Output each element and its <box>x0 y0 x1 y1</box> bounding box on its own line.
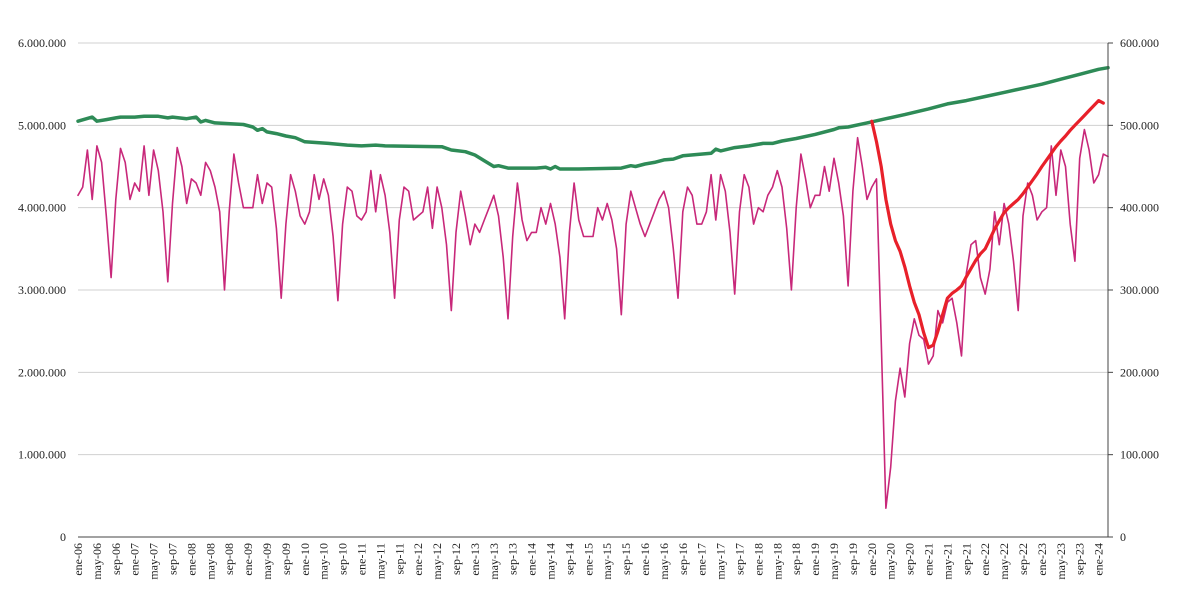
left-tick-label: 6.000.000 <box>18 36 66 50</box>
series-line-2 <box>77 128 1109 509</box>
x-tick-label: sep-16 <box>676 543 690 575</box>
x-tick-label: ene-13 <box>468 543 482 576</box>
x-tick-label: sep-08 <box>222 543 236 575</box>
x-tick-label: sep-12 <box>449 543 463 575</box>
x-tick-label: may-17 <box>714 543 728 580</box>
x-tick-label: may-18 <box>770 543 784 580</box>
right-tick-label: 500.000 <box>1120 118 1159 132</box>
x-tick-label: sep-14 <box>562 543 576 575</box>
series-line-3 <box>870 99 1105 350</box>
x-tick-label: ene-15 <box>581 543 595 576</box>
x-tick-label: ene-12 <box>411 543 425 576</box>
x-tick-label: may-20 <box>884 543 898 580</box>
x-tick-label: sep-22 <box>1016 543 1030 575</box>
x-tick-label: sep-06 <box>109 543 123 575</box>
x-tick-label: sep-07 <box>165 543 179 575</box>
left-tick-label: 4.000.000 <box>18 201 66 215</box>
x-tick-label: ene-23 <box>1035 543 1049 576</box>
x-tick-label: sep-23 <box>1073 543 1087 575</box>
x-tick-label: ene-19 <box>808 543 822 576</box>
x-tick-label: may-08 <box>203 543 217 580</box>
left-axis-ticks: 0 1.000.000 2.000.000 3.000.000 4.000.000 5.0… <box>18 36 66 544</box>
x-tick-label: sep-15 <box>619 543 633 575</box>
x-tick-label: sep-19 <box>846 543 860 575</box>
right-tick-label: 400.000 <box>1120 201 1159 215</box>
right-tick-label: 600.000 <box>1120 36 1159 50</box>
x-tick-label: may-23 <box>1054 543 1068 580</box>
x-tick-label: may-22 <box>997 543 1011 580</box>
x-tick-label: may-14 <box>543 543 557 580</box>
x-tick-label: may-12 <box>430 543 444 580</box>
x-tick-label: sep-17 <box>732 543 746 575</box>
x-tick-label: may-15 <box>600 543 614 580</box>
x-tick-label: sep-11 <box>392 543 406 575</box>
x-tick-label: ene-09 <box>241 543 255 576</box>
x-tick-label: may-21 <box>940 543 954 580</box>
x-tick-label: may-09 <box>260 543 274 580</box>
x-tick-label: sep-18 <box>789 543 803 575</box>
right-axis-ticks: 0 100.000 200.000 300.000 400.000 500.000 600.… <box>1108 36 1159 544</box>
x-tick-label: may-07 <box>147 543 161 580</box>
left-tick-label: 2.000.000 <box>18 365 66 379</box>
x-tick-label: sep-10 <box>336 543 350 575</box>
left-tick-label: 1.000.000 <box>18 448 66 462</box>
x-tick-label: ene-17 <box>695 543 709 576</box>
x-tick-label: may-11 <box>373 543 387 579</box>
right-tick-label: 100.000 <box>1120 448 1159 462</box>
x-tick-label: ene-07 <box>128 543 142 576</box>
right-tick-label: 0 <box>1120 530 1126 544</box>
x-tick-label: ene-06 <box>71 543 85 576</box>
series-line-1 <box>76 65 1110 171</box>
right-tick-label: 200.000 <box>1120 365 1159 379</box>
x-tick-label: ene-10 <box>298 543 312 576</box>
gridlines <box>78 42 1108 538</box>
x-tick-label: sep-13 <box>506 543 520 575</box>
x-axis-ticks: ene-06 may-06 sep-06 ene-07 may-07 sep-07 ene-… <box>71 543 1106 580</box>
x-tick-label: ene-20 <box>865 543 879 576</box>
x-tick-label: sep-21 <box>959 543 973 575</box>
left-tick-label: 3.000.000 <box>18 283 66 297</box>
series-lines <box>76 65 1110 509</box>
x-tick-label: ene-16 <box>638 543 652 576</box>
x-tick-label: ene-24 <box>1092 543 1106 576</box>
x-tick-label: may-13 <box>487 543 501 580</box>
x-tick-label: ene-21 <box>921 543 935 576</box>
x-tick-label: ene-22 <box>978 543 992 576</box>
left-tick-label: 5.000.000 <box>18 118 66 132</box>
left-tick-label: 0 <box>60 530 66 544</box>
x-tick-label: may-19 <box>827 543 841 580</box>
x-tick-label: ene-11 <box>354 543 368 575</box>
x-tick-label: sep-20 <box>903 543 917 575</box>
x-tick-label: ene-08 <box>184 543 198 576</box>
right-tick-label: 300.000 <box>1120 283 1159 297</box>
x-tick-label: ene-14 <box>525 543 539 576</box>
x-tick-label: ene-18 <box>751 543 765 576</box>
x-tick-label: sep-09 <box>279 543 293 575</box>
x-tick-label: may-06 <box>90 543 104 580</box>
x-tick-label: may-16 <box>657 543 671 580</box>
x-tick-label: may-10 <box>317 543 331 580</box>
